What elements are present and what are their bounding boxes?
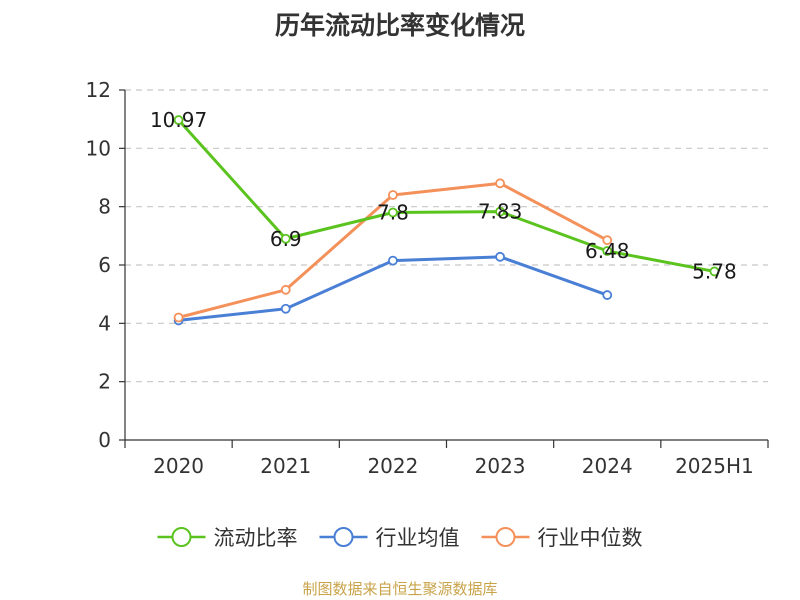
- x-tick-label: 2021: [260, 454, 311, 478]
- legend-item: 行业均值: [319, 526, 460, 550]
- data-point: [388, 255, 398, 266]
- legend-marker: [171, 527, 192, 547]
- data-point: [280, 303, 291, 314]
- y-tick-label: 10: [86, 136, 111, 160]
- data-label: 5.78: [692, 259, 737, 283]
- legend-item: 流动比率: [157, 526, 298, 550]
- data-point: [602, 290, 613, 300]
- series-line: [177, 255, 609, 322]
- data-label: 6.48: [585, 239, 630, 263]
- legend-marker: [333, 527, 354, 547]
- data-label: 6.9: [270, 227, 302, 251]
- y-tick-label: 0: [98, 428, 111, 452]
- data-point: [709, 266, 720, 277]
- series-layer: [173, 115, 720, 326]
- y-tick-label: 6: [98, 253, 111, 277]
- x-tick-label: 2022: [367, 454, 418, 478]
- legend: 流动比率 行业均值 行业中位数: [157, 526, 643, 550]
- source-note: 制图数据来自恒生聚源数据库: [302, 580, 498, 598]
- data-point: [173, 312, 184, 323]
- y-tick-label: 8: [98, 195, 111, 219]
- data-point: [280, 284, 291, 295]
- data-point: [280, 233, 291, 244]
- data-point: [495, 178, 505, 189]
- chart-title: 历年流动比率变化情况: [274, 11, 525, 40]
- legend-label: 行业均值: [376, 526, 460, 550]
- data-point: [495, 251, 505, 262]
- x-tick-label: 2024: [582, 454, 633, 478]
- legend-label: 流动比率: [214, 526, 298, 550]
- data-point: [388, 207, 398, 218]
- data-labels: 10.97 6.9 7.8 7.83 6.48 5.78: [150, 108, 737, 283]
- x-tick-label: 2023: [475, 454, 526, 478]
- data-label: 10.97: [150, 108, 207, 132]
- y-tick-label: 4: [98, 311, 111, 335]
- y-tick-label: 12: [86, 78, 111, 102]
- y-tick-label: 2: [98, 370, 111, 394]
- legend-marker: [495, 527, 516, 547]
- data-point: [602, 246, 613, 256]
- axes: 0 2 4 6 8 10 12 2020 2021 2022 2023 2024 2025H1: [86, 78, 769, 478]
- x-tick-label: 2025H1: [675, 454, 754, 478]
- data-point: [173, 115, 184, 125]
- data-point: [388, 190, 398, 200]
- data-label: 7.83: [478, 200, 523, 224]
- grid-lines: [125, 89, 768, 383]
- x-tick-label: 2020: [153, 454, 204, 478]
- data-label: 7.8: [377, 201, 409, 225]
- data-point: [602, 235, 613, 246]
- legend-label: 行业中位数: [538, 526, 643, 550]
- series-line: [177, 118, 716, 273]
- legend-item: 行业中位数: [481, 526, 643, 550]
- data-point: [495, 206, 505, 217]
